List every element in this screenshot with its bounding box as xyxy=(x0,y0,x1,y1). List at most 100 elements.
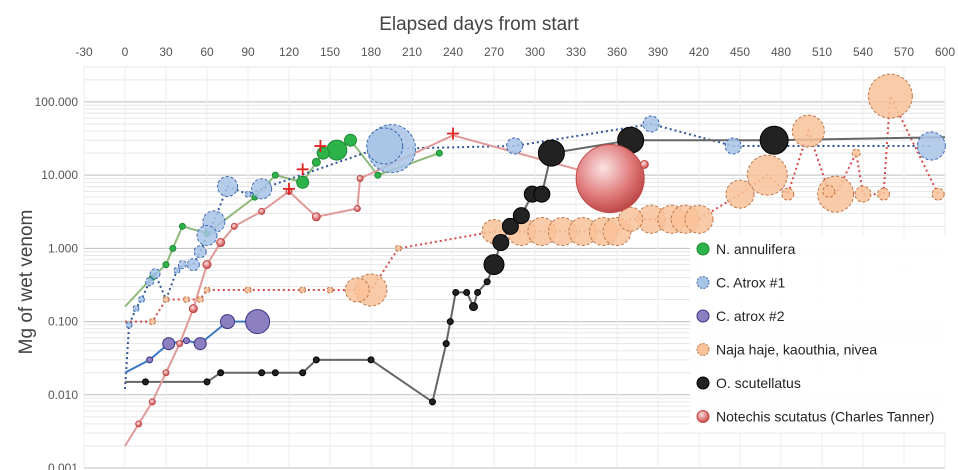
naja-haje-kaouthia-nivea-point xyxy=(791,114,825,148)
x-tick-label: 600 xyxy=(935,45,955,59)
n-annulifera-point xyxy=(178,222,186,230)
c-atrox-1-point xyxy=(177,260,187,270)
legend-label: Naja haje, kaouthia, nivea xyxy=(716,342,877,358)
n-annulifera-point xyxy=(344,133,357,147)
n-annulifera-point xyxy=(162,261,170,269)
o-scutellatus-point xyxy=(442,340,450,348)
x-tick-label: 30 xyxy=(159,45,173,59)
o-scutellatus-point xyxy=(492,234,510,252)
x-tick-label: 570 xyxy=(894,45,914,59)
x-tick-label: 60 xyxy=(200,45,214,59)
legend-entry-o-scutellatus: O. scutellatus xyxy=(696,375,801,391)
red-cross-markers-marker xyxy=(283,182,295,195)
naja-haje-kaouthia-nivea-point xyxy=(851,148,861,158)
n-annulifera-point xyxy=(374,171,382,179)
legend-label: Notechis scutatus (Charles Tanner) xyxy=(716,409,934,425)
c-atrox-2-point xyxy=(193,337,207,351)
x-tick-label: 240 xyxy=(443,45,463,59)
notechis-scutatus-charles-tanner-point xyxy=(575,143,645,213)
y-tick-label: 0.100 xyxy=(48,315,78,329)
n-annulifera-point xyxy=(169,244,177,252)
legend-marker xyxy=(696,276,710,289)
x-tick-label: 90 xyxy=(241,45,255,59)
notechis-scutatus-charles-tanner-point xyxy=(202,260,212,270)
c-atrox-1-point xyxy=(193,245,207,259)
red-cross-markers-marker xyxy=(447,127,459,140)
x-tick-label: 540 xyxy=(853,45,873,59)
naja-haje-kaouthia-nivea-point xyxy=(931,187,945,201)
o-scutellatus-point xyxy=(312,356,320,364)
y-tick-label: 10.000 xyxy=(41,168,78,182)
naja-haje-kaouthia-nivea-point xyxy=(817,175,855,213)
o-scutellatus-point xyxy=(501,217,519,235)
legend-entry-n-annulifera: N. annulifera xyxy=(696,241,796,257)
naja-haje-kaouthia-nivea-point xyxy=(725,179,755,209)
legend-label: O. scutellatus xyxy=(716,375,801,391)
x-ticks: -30 0 30 60 90 120 150 180 210 240 270 300 330 360 390… xyxy=(75,45,955,59)
c-atrox-2-point xyxy=(183,337,190,345)
c-atrox-2-point xyxy=(162,337,176,351)
o-scutellatus-point xyxy=(533,185,551,203)
c-atrox-1-point xyxy=(217,175,238,197)
legend-entry-c-atrox-1: C. Atrox #1 xyxy=(696,275,785,291)
c-atrox-2-point xyxy=(245,309,271,335)
c-atrox-1-point xyxy=(132,305,140,313)
legend-marker xyxy=(696,376,710,390)
c-atrox-1-line xyxy=(124,122,932,390)
legend-entry-notechis-scutatus-charles-tanner: Notechis scutatus (Charles Tanner) xyxy=(696,409,934,425)
y-tick-label: 0.010 xyxy=(48,388,78,402)
c-atrox-2-point xyxy=(220,314,235,330)
x-tick-label: 510 xyxy=(812,45,832,59)
notechis-scutatus-charles-tanner-point xyxy=(216,238,226,248)
c-atrox-1-point xyxy=(251,178,273,200)
legend: N. annulifera C. Atrox #1 C. atrox #2 Naja … xyxy=(690,236,958,432)
x-tick-label: 300 xyxy=(525,45,545,59)
naja-haje-kaouthia-nivea-point xyxy=(822,184,836,198)
naja-haje-kaouthia-nivea-point xyxy=(148,318,156,326)
o-scutellatus-point xyxy=(469,302,478,312)
o-scutellatus-point xyxy=(258,369,266,377)
c-atrox-1-point xyxy=(724,137,742,155)
c-atrox-1-point xyxy=(196,224,218,246)
x-tick-label: 450 xyxy=(730,45,750,59)
x-tick-label: 420 xyxy=(689,45,709,59)
x-axis-title: Elapsed days from start xyxy=(379,14,579,35)
n-annulifera-point xyxy=(316,146,330,160)
o-scutellatus-point xyxy=(217,369,225,377)
y-ticks: 0.001 0.010 0.100 1.000 10.000 100.000 xyxy=(35,95,79,470)
o-scutellatus-point xyxy=(483,254,505,276)
x-tick-label: 180 xyxy=(361,45,381,59)
naja-haje-kaouthia-nivea-point xyxy=(196,296,204,304)
x-tick-label: 480 xyxy=(771,45,791,59)
c-atrox-2-line xyxy=(124,320,258,374)
series-points xyxy=(125,73,946,428)
o-scutellatus-point xyxy=(474,288,482,296)
o-scutellatus-point xyxy=(759,125,789,155)
naja-haje-kaouthia-nivea-point xyxy=(344,277,370,303)
c-atrox-1-point xyxy=(642,115,660,133)
red-cross-markers-marker xyxy=(296,163,309,176)
o-scutellatus-point xyxy=(446,318,454,326)
naja-haje-kaouthia-nivea-point xyxy=(746,154,788,196)
legend-marker xyxy=(696,343,710,356)
x-tick-label: 150 xyxy=(320,45,340,59)
notechis-scutatus-charles-tanner-point xyxy=(188,304,198,314)
c-atrox-1-point xyxy=(244,190,252,198)
notechis-scutatus-charles-tanner-point xyxy=(311,212,321,222)
c-atrox-1-point xyxy=(186,258,200,272)
legend-label: C. Atrox #1 xyxy=(716,275,785,291)
naja-haje-kaouthia-nivea-point xyxy=(244,286,252,294)
notechis-scutatus-charles-tanner-point xyxy=(135,420,143,428)
legend-entry-c-atrox-2: C. atrox #2 xyxy=(696,308,785,324)
o-scutellatus-point xyxy=(463,288,471,296)
n-annulifera-point xyxy=(271,171,279,179)
x-tick-label: 0 xyxy=(122,45,129,59)
naja-haje-kaouthia-nivea-point xyxy=(684,204,714,234)
notechis-scutatus-charles-tanner-point xyxy=(162,369,170,377)
o-scutellatus-point xyxy=(142,378,149,386)
y-tick-label: 100.000 xyxy=(35,95,79,109)
naja-haje-kaouthia-nivea-point xyxy=(326,286,334,294)
x-tick-label: 120 xyxy=(279,45,299,59)
legend-marker xyxy=(696,410,710,423)
